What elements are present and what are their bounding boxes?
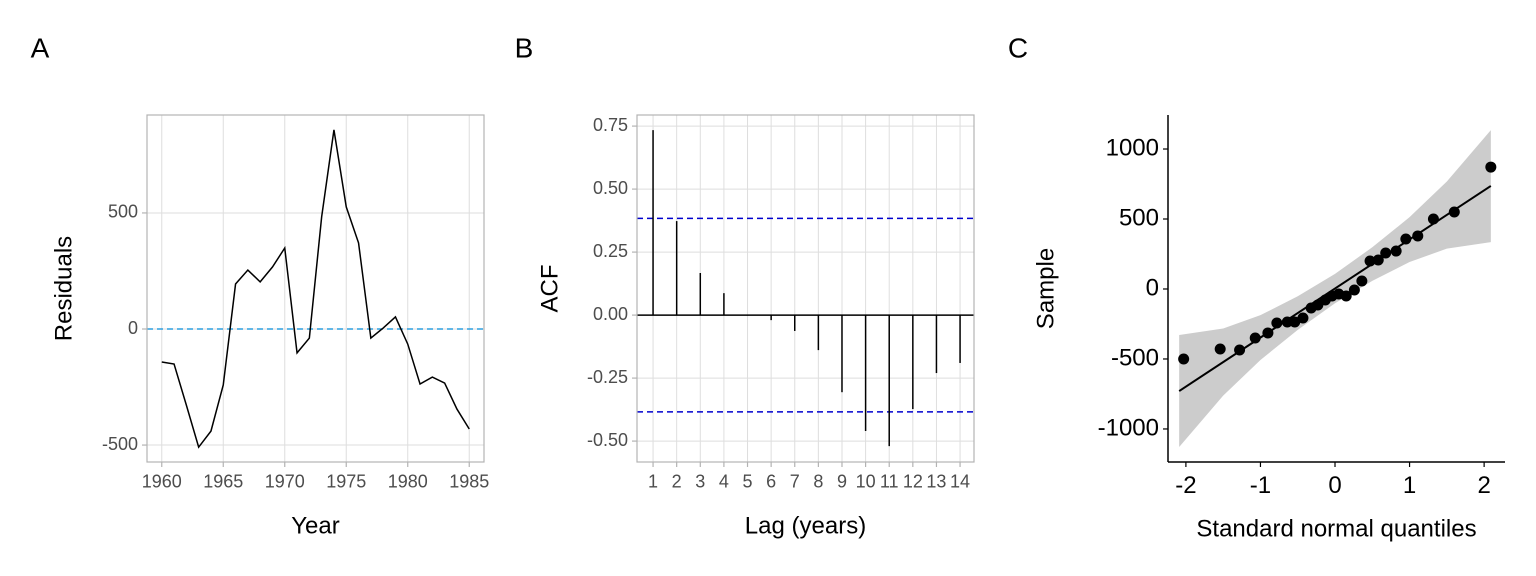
x-tick-label: 4 xyxy=(719,471,729,491)
data-point xyxy=(1249,332,1261,344)
data-point xyxy=(1400,233,1412,245)
data-point xyxy=(1427,213,1439,225)
x-axis-title: Year xyxy=(291,512,340,539)
data-point xyxy=(1340,290,1352,302)
y-tick-label: 0 xyxy=(1146,274,1159,301)
y-axis-title: ACF xyxy=(536,265,563,313)
x-tick-label: -2 xyxy=(1175,472,1196,499)
x-tick-label: 11 xyxy=(880,471,899,491)
x-tick-label: 7 xyxy=(790,471,800,491)
data-point xyxy=(1289,316,1301,328)
data-point xyxy=(1348,284,1360,296)
panel-border xyxy=(636,114,975,463)
y-tick-label: 500 xyxy=(108,202,138,222)
y-tick-label: -1000 xyxy=(1098,414,1159,441)
y-tick-label: 0 xyxy=(128,318,138,338)
x-tick-label: 1970 xyxy=(265,471,305,491)
y-tick-label: 0.00 xyxy=(593,304,628,324)
data-point xyxy=(1214,343,1226,355)
y-tick-label: 0.75 xyxy=(593,115,628,135)
panel-tag: C xyxy=(1008,32,1028,63)
x-tick-label: 1985 xyxy=(449,471,489,491)
x-tick-label: 3 xyxy=(695,471,705,491)
x-axis-title: Standard normal quantiles xyxy=(1196,515,1476,542)
x-tick-label: 14 xyxy=(950,471,970,491)
y-tick-label: -500 xyxy=(102,434,138,454)
data-point xyxy=(1178,353,1190,365)
y-tick-label: -500 xyxy=(1111,344,1159,371)
data-point xyxy=(1364,255,1376,267)
y-axis-title: Sample xyxy=(1032,248,1059,329)
x-axis-title: Lag (years) xyxy=(745,512,866,539)
y-tick-label: 1000 xyxy=(1106,134,1159,161)
x-tick-label: 0 xyxy=(1328,472,1341,499)
y-tick-label: -0.50 xyxy=(587,430,628,450)
y-tick-label: 0.25 xyxy=(593,241,628,261)
x-tick-label: 9 xyxy=(837,471,847,491)
x-tick-label: 1 xyxy=(1403,472,1416,499)
x-tick-label: 1980 xyxy=(388,471,428,491)
x-tick-label: 1 xyxy=(648,471,658,491)
data-point xyxy=(1356,275,1368,287)
data-point xyxy=(1372,254,1384,266)
x-tick-label: 6 xyxy=(766,471,776,491)
x-tick-label: 1975 xyxy=(326,471,366,491)
x-tick-label: 1965 xyxy=(203,471,243,491)
data-point xyxy=(1234,344,1246,356)
data-point xyxy=(1448,206,1460,218)
y-axis-title: Residuals xyxy=(50,236,77,341)
data-point xyxy=(1485,161,1497,173)
y-tick-label: -0.25 xyxy=(587,367,628,387)
data-point xyxy=(1412,230,1424,242)
x-tick-label: 2 xyxy=(672,471,682,491)
panel-border xyxy=(146,114,485,463)
fit-line xyxy=(1178,185,1492,392)
x-tick-label: 12 xyxy=(903,471,923,491)
y-tick-label: 0.50 xyxy=(593,178,628,198)
data-point xyxy=(1390,245,1402,257)
y-tick-label: 500 xyxy=(1119,204,1159,231)
x-tick-label: -1 xyxy=(1250,472,1271,499)
x-tick-label: 1960 xyxy=(142,471,182,491)
x-tick-label: 5 xyxy=(743,471,753,491)
data-point xyxy=(1380,247,1392,259)
x-tick-label: 8 xyxy=(813,471,823,491)
data-point xyxy=(1271,317,1283,329)
x-tick-label: 13 xyxy=(926,471,946,491)
data-line xyxy=(161,129,470,449)
data-point xyxy=(1297,312,1309,324)
x-tick-label: 2 xyxy=(1477,472,1490,499)
panel-tag: B xyxy=(515,32,534,63)
data-point xyxy=(1262,327,1274,339)
x-tick-label: 10 xyxy=(856,471,876,491)
panel-tag: A xyxy=(31,32,50,63)
